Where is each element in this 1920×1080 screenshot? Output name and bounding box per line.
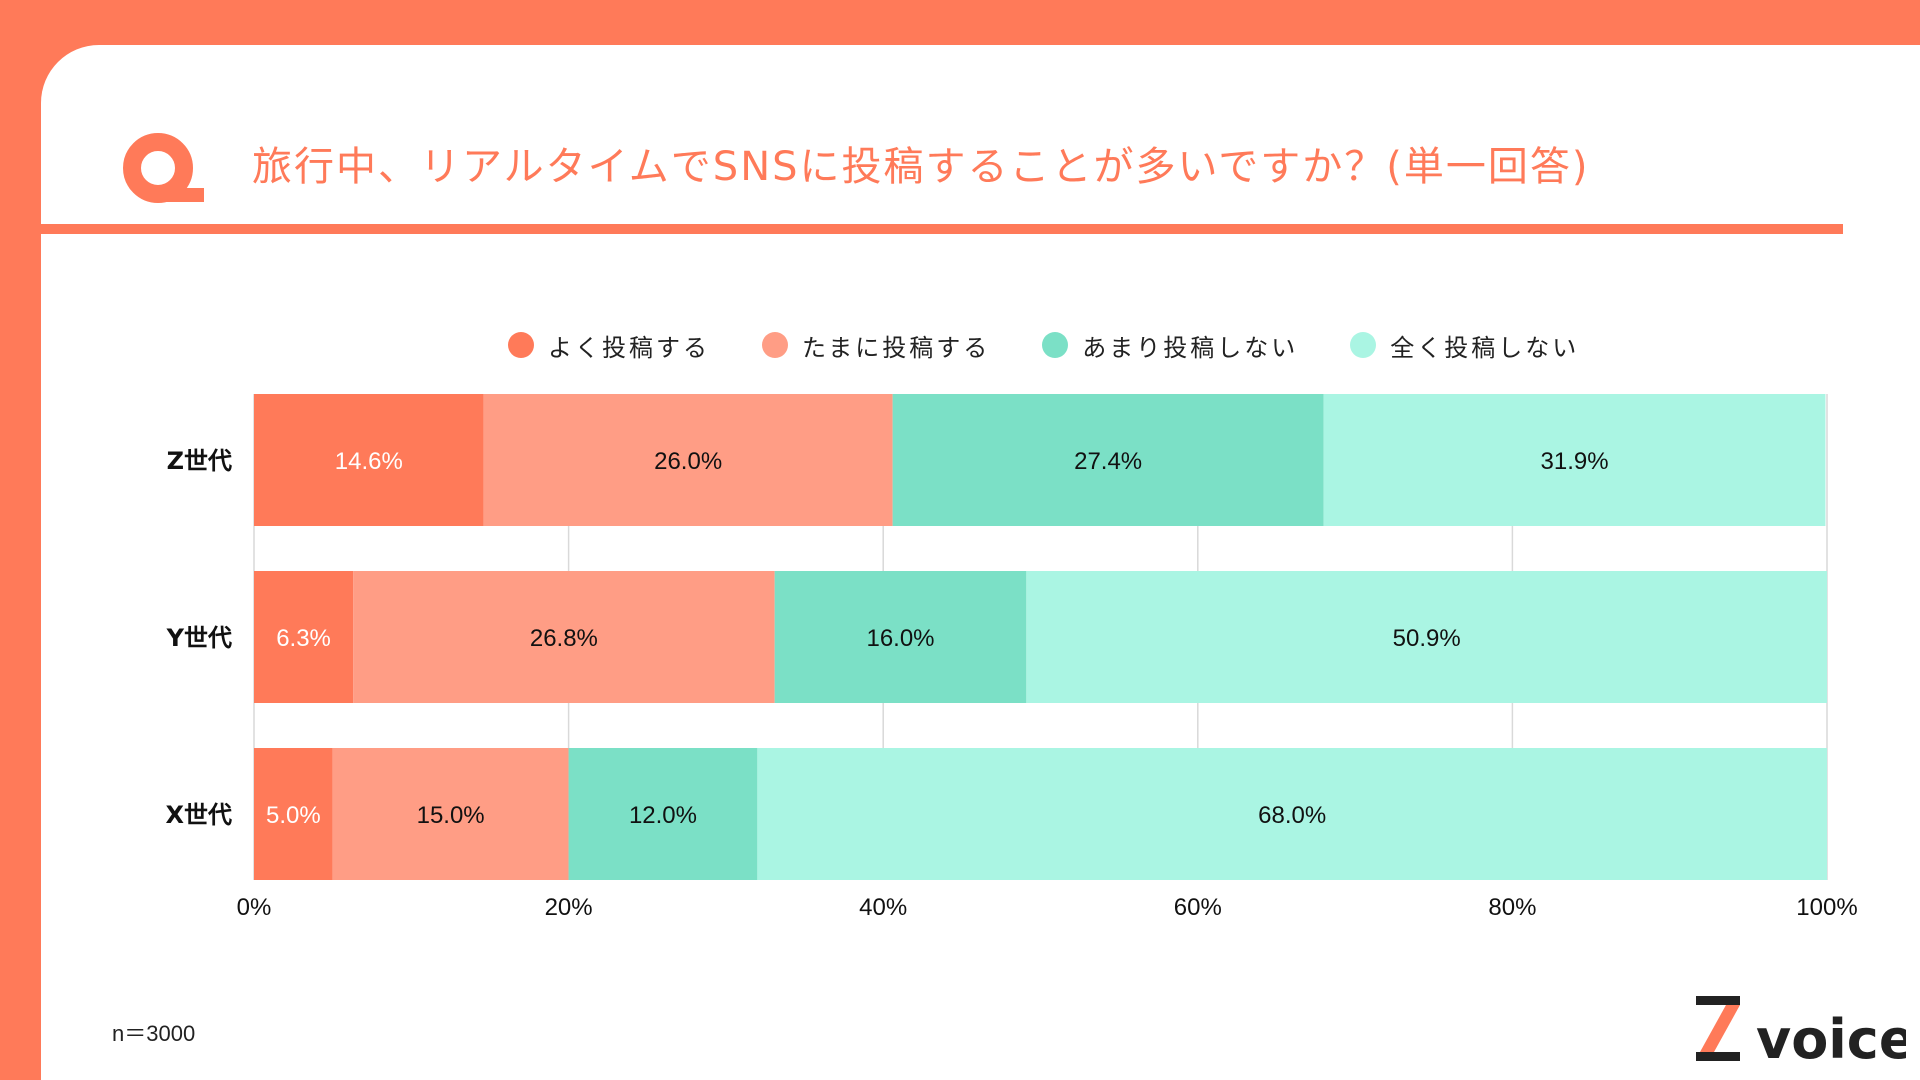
bar-segment — [757, 748, 1827, 880]
legend-swatch — [1042, 332, 1069, 358]
category-label: Z世代 — [167, 447, 232, 475]
legend-label: たまに投稿する — [802, 333, 991, 362]
legend-label: よく投稿する — [548, 333, 710, 362]
bar-segment — [892, 394, 1324, 526]
legend-swatch — [762, 332, 788, 358]
legend-label: 全く投稿しない — [1390, 333, 1580, 362]
data-label: 12.0% — [629, 802, 697, 829]
x-tick-label: 40% — [859, 894, 907, 921]
x-tick-label: 100% — [1796, 894, 1857, 921]
bar-segment — [483, 394, 893, 526]
bar-segment — [254, 748, 333, 880]
bar-segment — [332, 748, 569, 880]
data-label: 16.0% — [866, 625, 934, 652]
chart-legend: よく投稿する たまに投稿する あまり投稿しない 全く投稿しない — [508, 325, 1631, 365]
x-tick-label: 80% — [1488, 894, 1536, 921]
legend-item: たまに投稿する — [762, 328, 990, 363]
question-icon — [123, 133, 204, 203]
bar-segment — [1323, 394, 1826, 526]
legend-swatch — [508, 332, 534, 358]
legend-swatch — [1350, 332, 1377, 358]
x-tick-label: 60% — [1174, 894, 1222, 921]
legend-item: よく投稿する — [508, 328, 710, 363]
category-label: X世代 — [165, 801, 232, 829]
x-tick-label: 0% — [237, 894, 272, 921]
legend-item: 全く投稿しない — [1350, 328, 1579, 363]
x-tick-label: 20% — [545, 894, 593, 921]
data-label: 14.6% — [335, 448, 403, 475]
data-label: 26.8% — [530, 625, 598, 652]
content-card — [41, 45, 1920, 1080]
data-label: 27.4% — [1074, 448, 1142, 475]
sample-size-note: n＝3000 — [112, 1021, 196, 1046]
title-divider — [41, 224, 1843, 234]
brand-logo: voice — [1696, 996, 1906, 1062]
category-label: Y世代 — [166, 624, 232, 652]
legend-item: あまり投稿しない — [1042, 328, 1298, 363]
bar-segment — [353, 571, 775, 703]
data-label: 26.0% — [654, 448, 722, 475]
logo-text: voice — [1756, 1008, 1906, 1062]
data-label: 50.9% — [1393, 625, 1461, 652]
data-label: 68.0% — [1258, 802, 1326, 829]
legend-label: あまり投稿しない — [1082, 333, 1299, 362]
data-label: 31.9% — [1541, 448, 1609, 475]
page-title: 旅行中、リアルタイムでSNSに投稿することが多いですか？(単一回答) — [252, 144, 1590, 190]
data-label: 5.0% — [266, 802, 321, 829]
bar-segment — [1026, 571, 1827, 703]
bar-segment — [568, 748, 758, 880]
bar-segment — [254, 571, 354, 703]
bar-segment — [774, 571, 1027, 703]
bar-segment — [254, 394, 484, 526]
data-label: 6.3% — [276, 625, 331, 652]
data-label: 15.0% — [417, 802, 485, 829]
